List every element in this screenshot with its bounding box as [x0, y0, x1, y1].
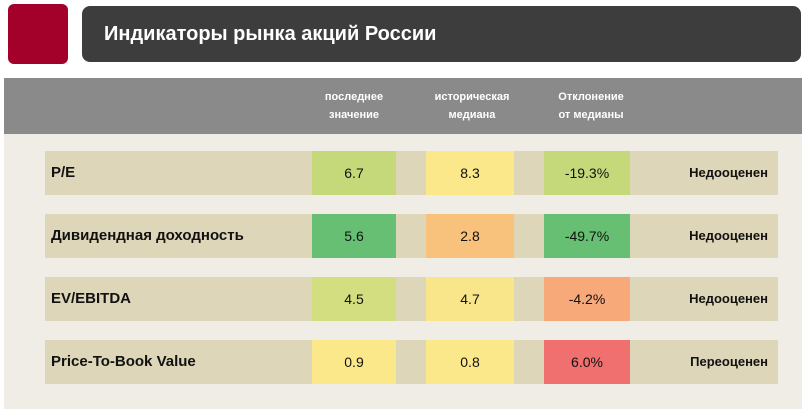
- row-label: Дивидендная доходность: [51, 227, 244, 244]
- verdict-label: Переоценен: [690, 354, 768, 369]
- median-cell: 4.7: [426, 277, 514, 321]
- verdict-label: Недооценен: [689, 165, 768, 180]
- table-row: Дивидендная доходность 5.6 2.8 -49.7% Недооц…: [45, 214, 778, 258]
- row-label: P/E: [51, 164, 76, 181]
- logo-square: [8, 4, 68, 64]
- last-value-cell: 5.6: [312, 214, 396, 258]
- deviation-cell: -49.7%: [544, 214, 630, 258]
- column-header-historical-median: историческая медиана: [434, 91, 510, 121]
- last-value-cell: 4.5: [312, 277, 396, 321]
- column-header-last-value: последнее значение: [324, 91, 384, 121]
- verdict-label: Недооценен: [689, 228, 768, 243]
- deviation-cell: 6.0%: [544, 340, 630, 384]
- deviation-cell: -19.3%: [544, 151, 630, 195]
- column-header-band: [4, 78, 802, 134]
- median-cell: 0.8: [426, 340, 514, 384]
- column-header-deviation: Отклонение от медианы: [558, 91, 624, 121]
- median-cell: 8.3: [426, 151, 514, 195]
- indicators-table: последнее значение историческая медиана …: [4, 78, 802, 409]
- verdict-label: Недооценен: [689, 291, 768, 306]
- row-label: EV/EBITDA: [51, 290, 132, 307]
- table-row: Price-To-Book Value 0.9 0.8 6.0% Переоценен: [45, 340, 778, 384]
- table-row: P/E 6.7 8.3 -19.3% Недооценен: [45, 151, 778, 195]
- last-value-cell: 6.7: [312, 151, 396, 195]
- deviation-cell: -4.2%: [544, 277, 630, 321]
- last-value-cell: 0.9: [312, 340, 396, 384]
- row-label: Price-To-Book Value: [51, 353, 196, 370]
- median-cell: 2.8: [426, 214, 514, 258]
- table-row: EV/EBITDA 4.5 4.7 -4.2% Недооценен: [45, 277, 778, 321]
- page-title: Индикаторы рынка акций России: [82, 6, 801, 62]
